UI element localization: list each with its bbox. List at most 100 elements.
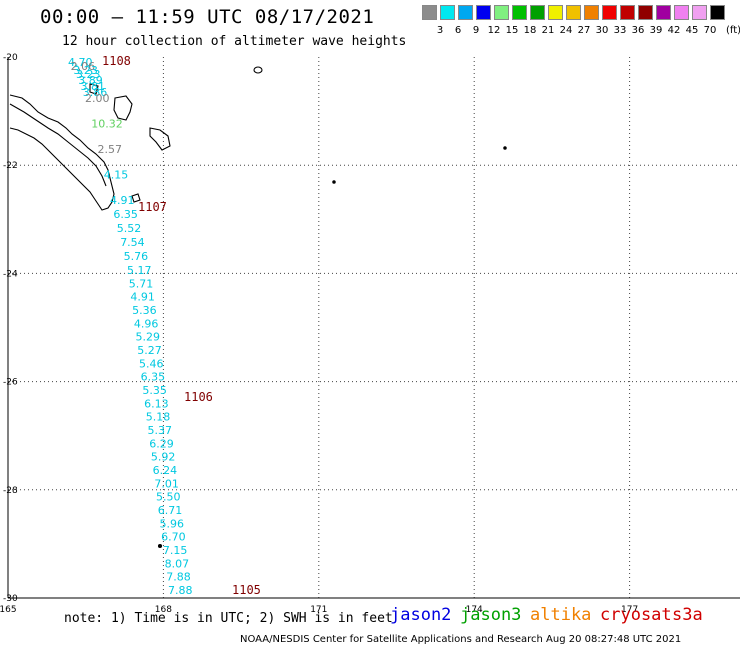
legend-swatch xyxy=(512,5,527,20)
units-note: note: 1) Time is in UTC; 2) SWH is in fe… xyxy=(64,611,393,626)
axis-tick-labels: 165 168 171 174 177 -20 -22 -24 -26 -28 -30 xyxy=(0,53,638,615)
wave-height-label: 3.89 xyxy=(78,74,103,87)
pass-number-label: 1105 xyxy=(232,583,261,597)
legend-swatch xyxy=(710,5,725,20)
wave-height-label: 2.00 xyxy=(85,92,110,105)
wave-height-label: 6.35 xyxy=(141,371,166,384)
legend-label: 3 xyxy=(436,25,444,36)
legend-label: 9 xyxy=(472,25,480,36)
satellite-name-jason3: jason3 xyxy=(460,605,522,625)
wave-height-label: 5.76 xyxy=(124,250,149,263)
wave-height-label: 5.37 xyxy=(148,424,173,437)
wave-height-label: 5.71 xyxy=(129,277,154,290)
legend-label: 45 xyxy=(685,25,699,36)
wave-height-label: 4.15 xyxy=(104,169,129,182)
legend-swatch xyxy=(476,5,491,20)
legend-swatch xyxy=(602,5,617,20)
wave-height-label: 5.17 xyxy=(127,264,152,277)
wave-height-label: 2.57 xyxy=(98,143,123,156)
loyalty-island-2 xyxy=(149,127,171,151)
wave-height-label: 6.24 xyxy=(153,464,178,477)
legend-swatch xyxy=(692,5,707,20)
wave-height-label: 4.91 xyxy=(130,291,155,304)
wave-height-label: 5.29 xyxy=(136,331,161,344)
pass-number-label: 1108 xyxy=(102,54,131,68)
legend-swatch xyxy=(548,5,563,20)
wave-height-label: 7.01 xyxy=(154,477,179,490)
satellite-name-s3a: s3a xyxy=(672,605,703,625)
lat-tick-label: -24 xyxy=(3,269,18,279)
lon-tick-label: 171 xyxy=(310,605,327,615)
wave-height-label: 4.91 xyxy=(110,194,135,207)
legend-swatch xyxy=(440,5,455,20)
wave-height-label: 5.35 xyxy=(142,384,167,397)
wave-height-label: 6.35 xyxy=(113,208,137,221)
wave-height-label: 5.52 xyxy=(117,222,142,235)
coast-inner-line xyxy=(9,103,107,187)
wave-height-label: 10.32 xyxy=(91,118,123,131)
wave-height-label: 6.71 xyxy=(158,504,183,517)
wave-height-label: 5.46 xyxy=(139,357,164,370)
wave-height-label: 5.36 xyxy=(132,304,157,317)
satellite-name-cryosat: cryosat xyxy=(600,605,672,625)
legend-label: 39 xyxy=(649,25,663,36)
legend-label: 24 xyxy=(559,25,573,36)
legend-swatch xyxy=(494,5,509,20)
legend-label: 30 xyxy=(595,25,609,36)
lon-tick-label: 165 xyxy=(0,605,17,615)
lon-tick-label: 177 xyxy=(621,605,638,615)
wave-height-label: 5.50 xyxy=(156,491,181,504)
legend-swatch xyxy=(566,5,581,20)
legend-swatch xyxy=(638,5,653,20)
ouvea-island xyxy=(89,83,99,95)
legend-label: 6 xyxy=(454,25,462,36)
legend-swatch xyxy=(584,5,599,20)
wave-height-label: 6.29 xyxy=(149,437,174,450)
wave-height-label: 6.70 xyxy=(161,531,186,544)
new-caledonia-coast xyxy=(9,94,115,211)
wave-height-label: 4.70 xyxy=(68,56,93,69)
lat-tick-label: -20 xyxy=(3,53,18,63)
altimeter-track: 4.702.063.233.233.893.813.862.00 10.32 2.5… xyxy=(68,56,193,597)
legend-label: 15 xyxy=(505,25,519,36)
legend-label: 33 xyxy=(613,25,627,36)
wave-height-label: 7.88 xyxy=(166,571,191,584)
lat-tick-label: -26 xyxy=(3,378,18,388)
legend-swatch xyxy=(656,5,671,20)
legend-label: 42 xyxy=(667,25,681,36)
legend-label: 27 xyxy=(577,25,591,36)
legend-swatch xyxy=(674,5,689,20)
lat-lon-grid xyxy=(7,57,740,599)
lon-tick-label: 168 xyxy=(155,605,172,615)
coastline xyxy=(9,66,507,549)
wave-height-label: 7.88 xyxy=(168,584,193,597)
legend-swatch xyxy=(422,5,437,20)
lat-tick-label: -30 xyxy=(3,594,18,604)
isle-of-pines xyxy=(131,193,141,203)
wave-height-label: 8.07 xyxy=(165,557,190,570)
wave-height-label: 7.54 xyxy=(120,236,145,249)
legend-swatch xyxy=(458,5,473,20)
small-island-a xyxy=(253,66,263,74)
wave-height-label: 3.23 xyxy=(76,68,101,81)
lat-tick-label: -28 xyxy=(3,486,18,496)
wave-height-label: 3.23 xyxy=(73,64,98,77)
pass-number-label: 1106 xyxy=(184,390,213,404)
wave-height-label: 5.92 xyxy=(151,451,176,464)
wave-height-label: 6.13 xyxy=(144,397,169,410)
legend-label: 36 xyxy=(631,25,645,36)
small-island-d xyxy=(157,543,163,549)
legend-swatch xyxy=(530,5,545,20)
map-title: 00:00 — 11:59 UTC 08/17/2021 xyxy=(40,6,375,28)
wave-height-label: 2.06 xyxy=(71,60,96,73)
wave-height-label: 7.15 xyxy=(163,544,188,557)
lat-tick-label: -22 xyxy=(3,161,18,171)
pass-number-label: 1107 xyxy=(138,200,167,214)
map-subtitle: 12 hour collection of altimeter wave hei… xyxy=(62,34,407,49)
wave-height-label: 5.27 xyxy=(137,344,162,357)
legend-label: 70 xyxy=(703,25,717,36)
small-island-c xyxy=(503,146,507,150)
wave-height-label: 3.86 xyxy=(83,86,108,99)
small-island-b xyxy=(332,180,336,184)
